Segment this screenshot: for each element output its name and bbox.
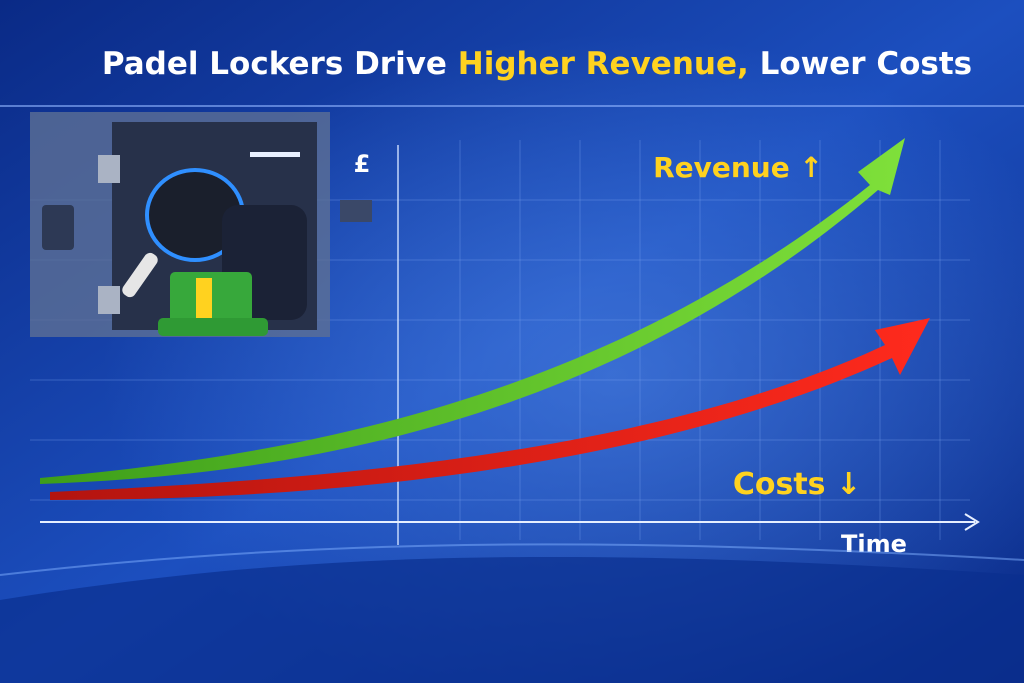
title: Padel Lockers Drive Higher Revenue, Lowe… — [102, 46, 972, 82]
locker — [30, 112, 372, 337]
bottom-wave — [0, 556, 1024, 683]
title-part: Lower Costs — [760, 46, 973, 82]
bottom-wave-line — [0, 543, 1024, 576]
x-axis-arrowhead — [964, 513, 980, 531]
costs-label: Costs ↓ — [733, 467, 861, 502]
costs-arrow — [50, 318, 930, 500]
y-axis-label: £ — [354, 150, 371, 178]
revenue-label: Revenue ↑ — [653, 151, 823, 184]
title-highlight: Higher Revenue, — [458, 46, 749, 82]
title-part: Padel Lockers Drive — [102, 46, 447, 82]
